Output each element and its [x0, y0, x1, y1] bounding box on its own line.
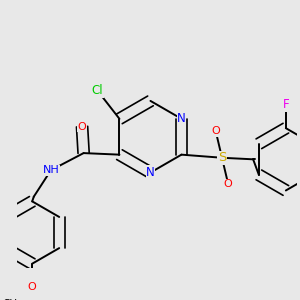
Text: F: F: [283, 98, 289, 111]
Text: S: S: [218, 151, 226, 164]
Text: Cl: Cl: [92, 84, 103, 97]
Text: O: O: [78, 122, 86, 132]
Text: O: O: [212, 126, 220, 136]
Text: O: O: [224, 179, 233, 189]
Text: N: N: [177, 112, 186, 125]
Text: N: N: [146, 166, 155, 179]
Text: NH: NH: [43, 165, 59, 175]
Text: CH₃: CH₃: [2, 299, 22, 300]
Text: O: O: [28, 282, 37, 292]
